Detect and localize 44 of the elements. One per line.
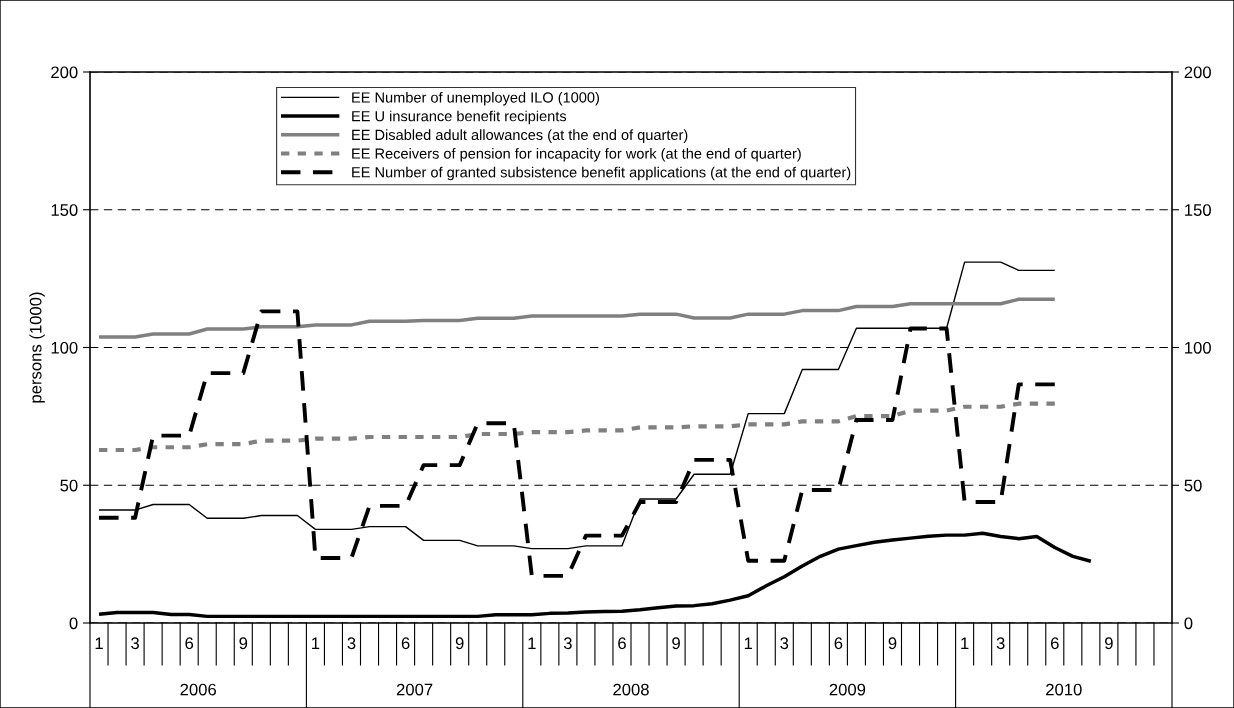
legend-label: EE Disabled adult allowances (at the end of quarter) (352, 129, 688, 143)
y-tick-label: 200 (51, 66, 78, 79)
legend-label: EE Number of granted subsistence benefit applications (at the end of quarter) (352, 166, 851, 181)
y-tick-label: 50 (60, 479, 78, 492)
y-tick-label: 150 (51, 204, 78, 216)
legend-label: EE Number of unemployed ILO (1000) (352, 91, 599, 106)
x-tick-label: 3 (563, 637, 572, 650)
x-tick-label: 1 (744, 637, 753, 649)
x-tick-label: 6 (401, 637, 410, 650)
y2-tick-label: 0 (1184, 617, 1193, 630)
y2-tick-label: 100 (1185, 341, 1211, 354)
x-tick-label: 9 (455, 637, 464, 650)
y-axis-title: persons (1000) (29, 292, 45, 403)
x-tick-label: 6 (618, 637, 626, 650)
x-tick-label: 3 (996, 637, 1005, 650)
x-tick-label: 1 (961, 637, 969, 649)
x-tick-label: 1 (95, 637, 103, 649)
x-tick-label: 1 (312, 637, 320, 649)
y2-tick-label: 150 (1185, 204, 1211, 216)
text: 2007 (396, 683, 433, 696)
text: 2008 (613, 683, 649, 696)
y-tick-label: 100 (51, 341, 78, 354)
x-tick-label: 3 (347, 637, 356, 650)
text: 2009 (829, 683, 866, 696)
x-tick-label: 6 (1051, 637, 1059, 650)
text: 2010 (1046, 683, 1082, 696)
y2-tick-label: 50 (1184, 479, 1202, 492)
x-tick-label: 9 (239, 637, 248, 650)
line-series (96, 401, 1057, 453)
legend-label: EE U insurance benefit recipients (352, 110, 567, 125)
line-series (97, 297, 1057, 339)
x-tick-label: 3 (131, 637, 139, 650)
x-tick-label: 3 (780, 637, 789, 650)
x-tick-label: 9 (1105, 637, 1113, 650)
x-tick-label: 6 (185, 637, 194, 650)
x-tick-label: 6 (834, 637, 843, 650)
x-tick-label: 9 (672, 637, 680, 650)
legend-label: EE Receivers of pension for incapacity for work (at the end of quarter) (352, 148, 801, 162)
y2-tick-label: 200 (1184, 66, 1211, 79)
y-tick-label: 0 (69, 617, 78, 630)
text: 2006 (180, 683, 217, 696)
line-series (97, 531, 1093, 619)
x-tick-label: 9 (888, 637, 897, 650)
x-tick-label: 1 (528, 637, 536, 649)
